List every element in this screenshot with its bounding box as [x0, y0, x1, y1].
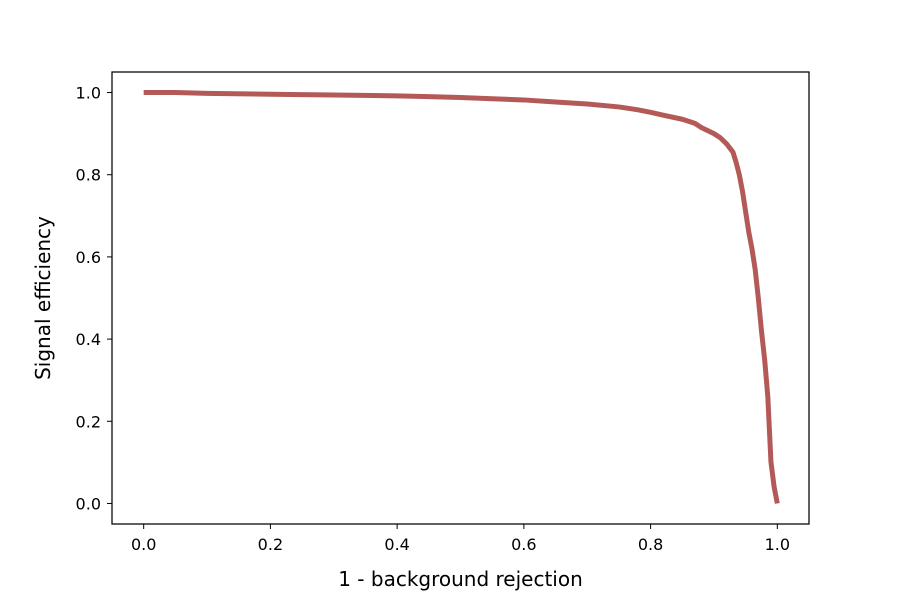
y-tick-label: 0.0: [76, 494, 101, 513]
y-axis-label: Signal efficiency: [31, 216, 55, 380]
y-tick-label: 0.6: [76, 248, 101, 267]
y-tick-label: 0.8: [76, 166, 101, 185]
y-axis-ticks: 0.0 0.2 0.4 0.6 0.8 1.0: [76, 84, 112, 513]
x-tick-label: 0.4: [384, 535, 409, 554]
x-tick-label: 0.0: [131, 535, 156, 554]
plot-layer: [143, 90, 780, 504]
x-axis-label: 1 - background rejection: [338, 567, 583, 591]
y-tick-label: 0.4: [76, 330, 101, 349]
x-tick-label: 0.6: [511, 535, 536, 554]
x-axis-ticks: 0.0 0.2 0.4 0.6 0.8 1.0: [131, 524, 790, 554]
x-tick-label: 0.8: [638, 535, 663, 554]
roc-curve-line: [143, 90, 780, 504]
x-tick-label: 0.2: [258, 535, 283, 554]
plot-frame: [111, 71, 810, 525]
y-tick-label: 0.2: [76, 412, 101, 431]
y-tick-label: 1.0: [76, 84, 101, 103]
x-tick-label: 1.0: [765, 535, 790, 554]
